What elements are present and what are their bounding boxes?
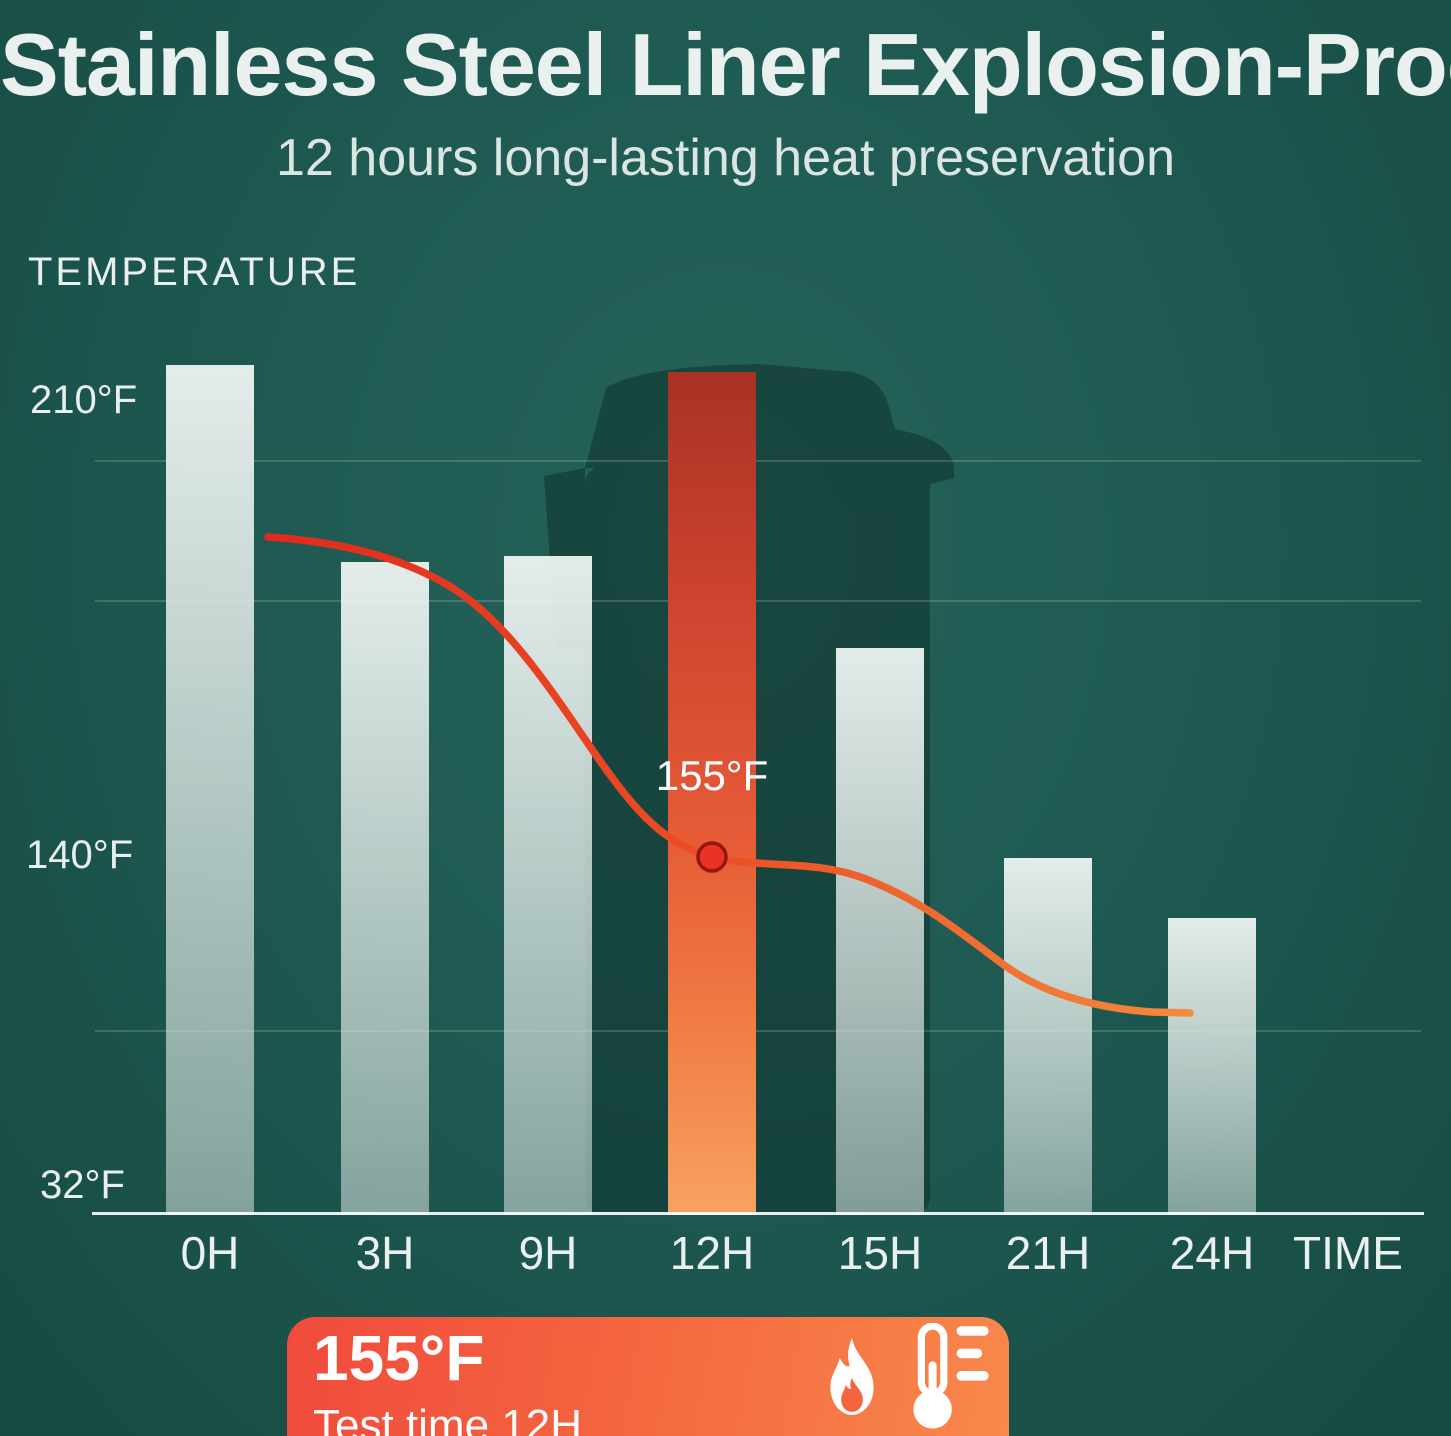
x-tick-0h: 0H [180, 1227, 240, 1279]
result-badge: 155°F Test time 12H [287, 1317, 1009, 1436]
x-tick-12h: 12H [669, 1227, 755, 1279]
x-tick-3h: 3H [355, 1227, 415, 1279]
highlight-point-marker [696, 841, 728, 873]
y-tick-140: 140°F [26, 833, 134, 877]
x-axis-title: TIME [1293, 1227, 1403, 1279]
badge-temperature: 155°F [313, 1322, 485, 1394]
bar-0h [166, 365, 254, 1215]
bar-24h [1168, 918, 1256, 1215]
y-tick-32: 32°F [40, 1163, 125, 1207]
bar-21h [1004, 858, 1092, 1215]
y-axis-title: TEMPERATURE [28, 250, 361, 294]
x-tick-24h: 24H [1169, 1227, 1255, 1279]
x-tick-21h: 21H [1005, 1227, 1091, 1279]
y-tick-210: 210°F [30, 378, 138, 422]
page-title: Stainless Steel Liner Explosion-Proof [0, 15, 1451, 114]
bar-9h [504, 556, 592, 1215]
flame-icon [830, 1337, 874, 1415]
bar-12h-highlight [668, 372, 756, 1215]
page-subtitle: 12 hours long-lasting heat preservation [275, 129, 1175, 187]
x-tick-15h: 15H [837, 1227, 923, 1279]
highlight-point-label: 155°F [655, 752, 769, 799]
gridline [95, 600, 1421, 602]
x-tick-9h: 9H [518, 1227, 578, 1279]
gridline [95, 460, 1421, 462]
thermometer-icon [913, 1323, 989, 1429]
x-axis-line [92, 1212, 1424, 1215]
badge-test-time: Test time 12H [313, 1401, 582, 1436]
bar-15h [836, 648, 924, 1215]
bar-3h [341, 562, 429, 1215]
gridline [95, 1030, 1421, 1032]
